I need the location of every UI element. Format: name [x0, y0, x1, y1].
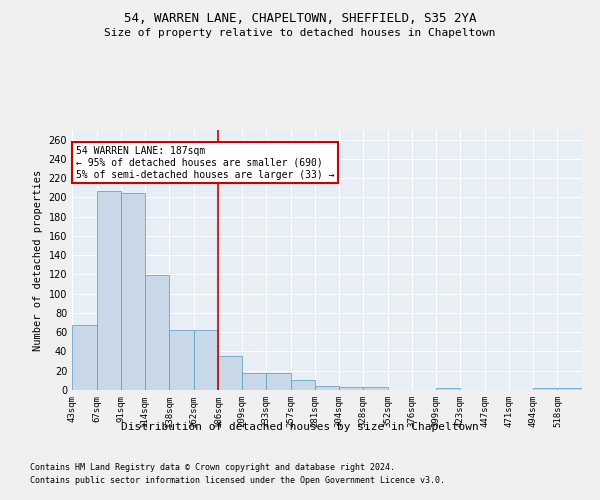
- Bar: [121, 192, 145, 390]
- Bar: [315, 386, 339, 390]
- Bar: [242, 372, 266, 390]
- Bar: [266, 372, 291, 390]
- Bar: [97, 190, 121, 390]
- Text: 54, WARREN LANE, CHAPELTOWN, SHEFFIELD, S35 2YA: 54, WARREN LANE, CHAPELTOWN, SHEFFIELD, …: [124, 12, 476, 26]
- Y-axis label: Number of detached properties: Number of detached properties: [33, 170, 43, 350]
- Text: Contains public sector information licensed under the Open Government Licence v3: Contains public sector information licen…: [30, 476, 445, 485]
- Bar: [339, 387, 363, 390]
- Bar: [169, 330, 194, 390]
- Text: Distribution of detached houses by size in Chapeltown: Distribution of detached houses by size …: [121, 422, 479, 432]
- Bar: [557, 388, 582, 390]
- Bar: [145, 276, 169, 390]
- Bar: [194, 330, 218, 390]
- Text: Contains HM Land Registry data © Crown copyright and database right 2024.: Contains HM Land Registry data © Crown c…: [30, 462, 395, 471]
- Bar: [218, 356, 242, 390]
- Bar: [363, 387, 388, 390]
- Text: 54 WARREN LANE: 187sqm
← 95% of detached houses are smaller (690)
5% of semi-det: 54 WARREN LANE: 187sqm ← 95% of detached…: [76, 146, 335, 180]
- Bar: [436, 388, 460, 390]
- Bar: [291, 380, 315, 390]
- Bar: [533, 388, 557, 390]
- Bar: [72, 324, 97, 390]
- Text: Size of property relative to detached houses in Chapeltown: Size of property relative to detached ho…: [104, 28, 496, 38]
